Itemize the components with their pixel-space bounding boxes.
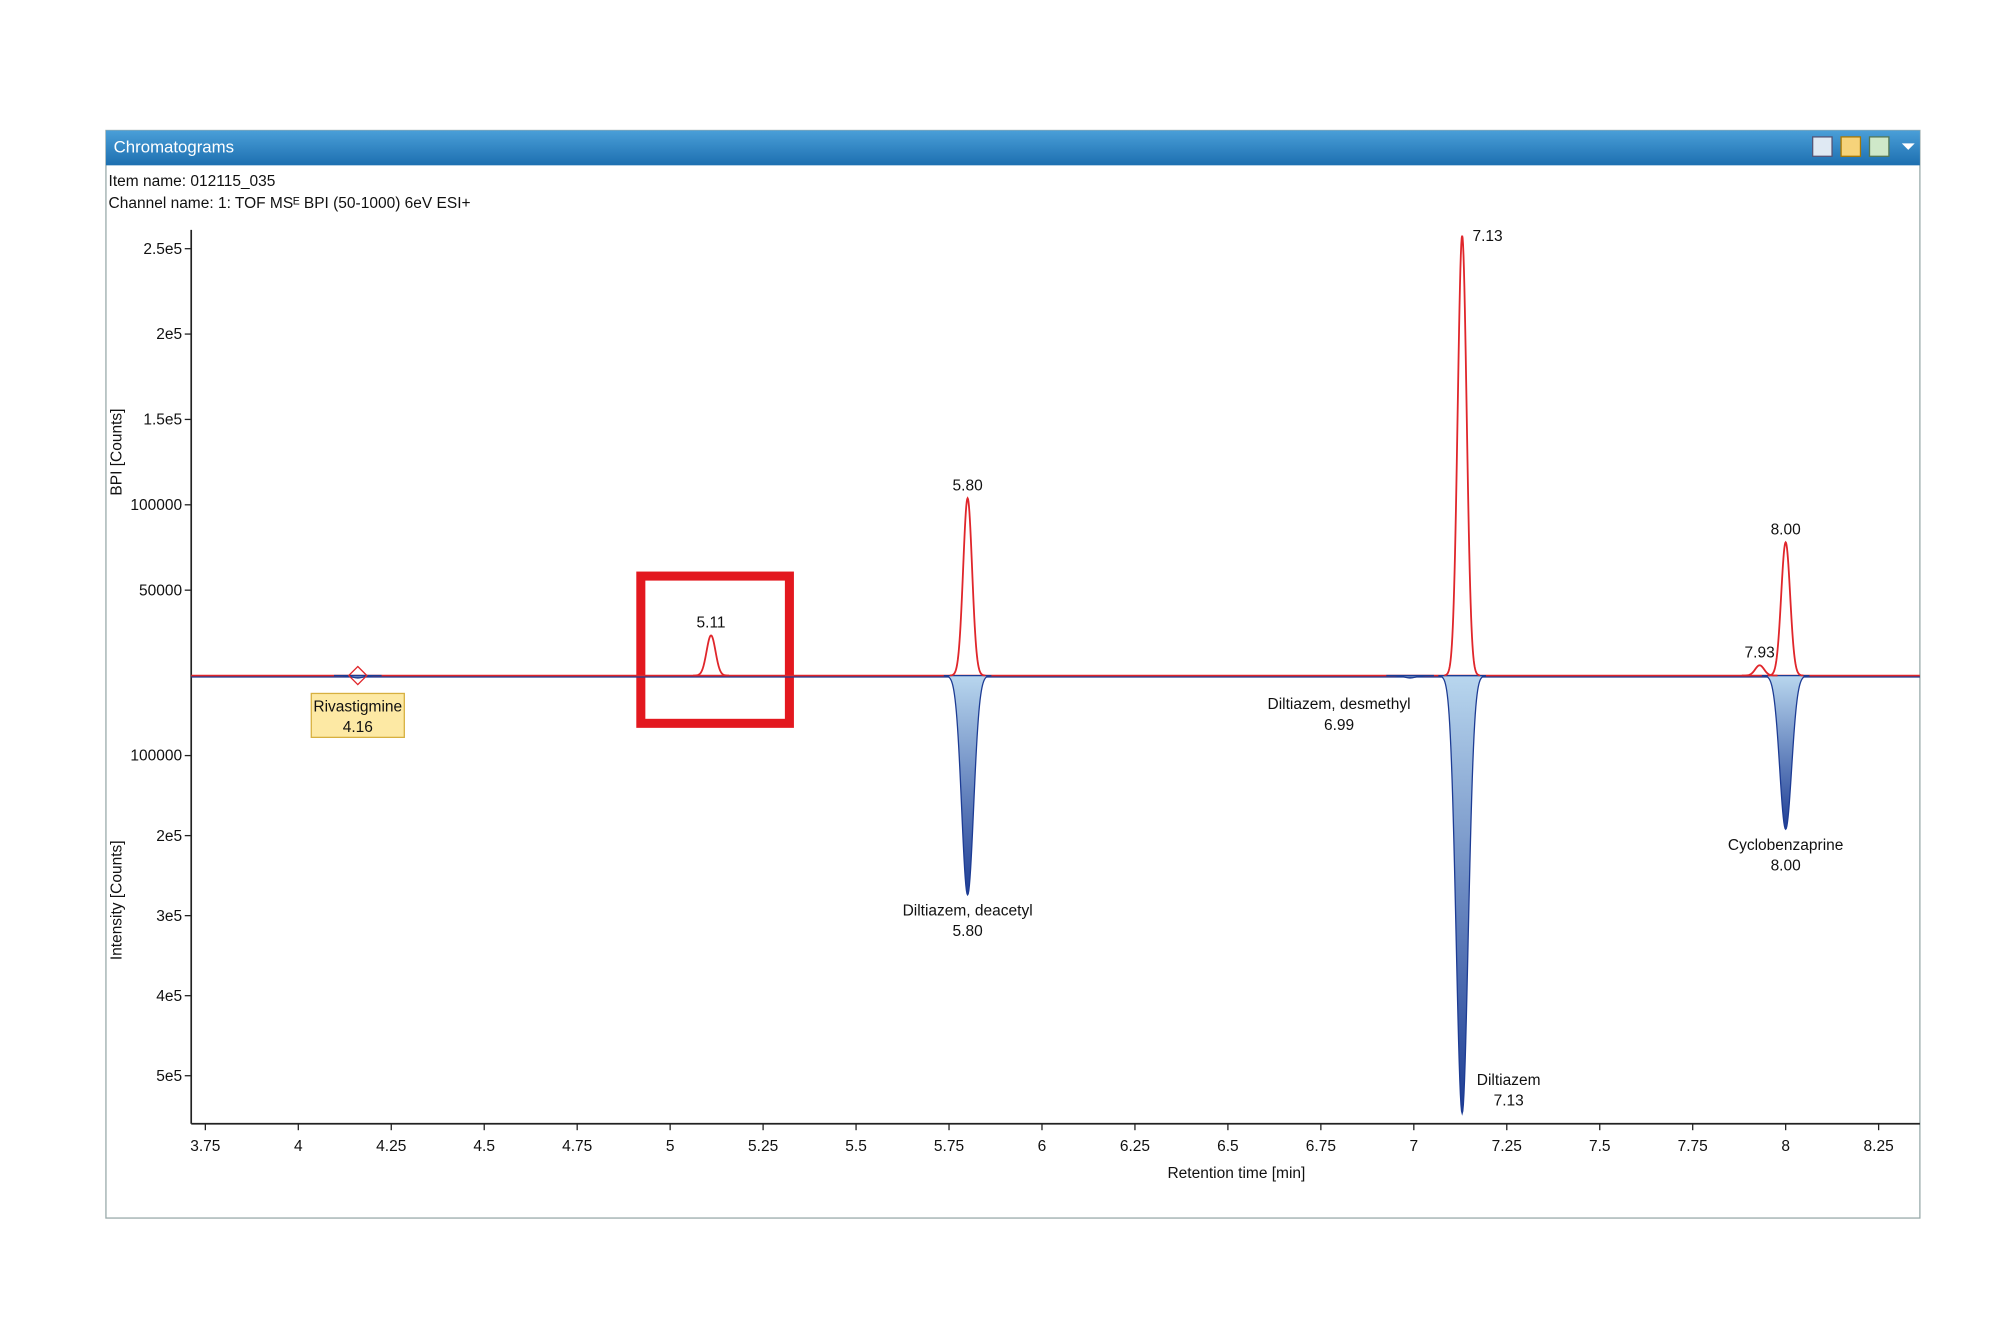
- tool-button[interactable]: [1812, 136, 1833, 157]
- x-tick-label: 8.25: [1864, 1138, 1894, 1155]
- highlight-box: [636, 571, 794, 728]
- x-tick-label: 5.75: [934, 1138, 964, 1155]
- x-tick-label: 6.5: [1217, 1138, 1239, 1155]
- peak-rt: 7.13: [1494, 1093, 1524, 1110]
- peak-label: 5.11: [697, 615, 726, 632]
- x-tick-label: 4.25: [376, 1138, 406, 1155]
- y-tick-label: 1.5e5: [143, 412, 182, 429]
- y2-tick-label: 3e5: [156, 908, 182, 925]
- peak-rt: 8.00: [1771, 858, 1802, 875]
- bottom-peak: [334, 674, 382, 679]
- x-tick-label: 6: [1038, 1138, 1047, 1155]
- window-title: Chromatograms: [114, 137, 234, 156]
- x-axis-label: Retention time [min]: [1168, 1165, 1306, 1182]
- peak-rt: 4.16: [343, 719, 373, 736]
- peak-marker: [347, 665, 368, 686]
- top-peak: [1767, 540, 1804, 677]
- bottom-peak: [1386, 674, 1434, 679]
- peak-rt: 6.99: [1324, 717, 1354, 734]
- top-peak: [693, 634, 729, 677]
- top-peak: [949, 496, 986, 677]
- x-tick-label: 7: [1410, 1138, 1419, 1155]
- tool-button[interactable]: [1868, 136, 1890, 157]
- peak-name: Rivastigmine: [313, 699, 402, 716]
- x-tick-label: 4.75: [562, 1138, 592, 1155]
- y2-tick-label: 4e5: [156, 988, 182, 1005]
- item-name: Item name: 012115_035: [109, 173, 276, 190]
- title-bar: [105, 130, 1920, 166]
- y-tick-label: 50000: [139, 582, 182, 599]
- y2-axis-label: Intensity [Counts]: [108, 840, 125, 960]
- y2-tick-label: 100000: [130, 748, 182, 765]
- y-tick-label: 2e5: [156, 326, 182, 343]
- window-frame: [105, 129, 1921, 1219]
- x-tick-label: 5.5: [845, 1138, 867, 1155]
- x-tick-label: 7.5: [1589, 1138, 1611, 1155]
- bottom-peak: [1761, 674, 1810, 831]
- peak-label: 5.80: [953, 478, 984, 495]
- y2-tick-label: 2e5: [156, 828, 182, 845]
- toolbar[interactable]: [1812, 136, 1915, 157]
- bottom-peak: [1438, 675, 1487, 1116]
- peak-label: 7.93: [1745, 645, 1775, 662]
- x-tick-label: 3.75: [190, 1138, 220, 1155]
- peak-name: Cyclobenzaprine: [1728, 837, 1843, 854]
- x-tick-label: 8: [1781, 1138, 1790, 1155]
- peak-label: 7.13: [1472, 228, 1502, 245]
- tool-button[interactable]: [1840, 136, 1862, 157]
- peak-label: 8.00: [1771, 522, 1802, 539]
- top-peak: [1444, 235, 1481, 677]
- x-tick-label: 6.75: [1306, 1138, 1336, 1155]
- peak-rt: 5.80: [953, 923, 984, 940]
- peak-label-box: [310, 692, 405, 739]
- y-tick-label: 2.5e5: [143, 241, 182, 258]
- x-tick-label: 7.25: [1492, 1138, 1522, 1155]
- y-axis-label: BPI [Counts]: [108, 409, 125, 496]
- peak-name: Diltiazem, deacetyl: [903, 903, 1033, 920]
- x-tick-label: 6.25: [1120, 1138, 1150, 1155]
- x-tick-label: 7.75: [1678, 1138, 1708, 1155]
- x-tick-label: 5: [666, 1138, 675, 1155]
- y-tick-label: 100000: [130, 497, 182, 514]
- x-tick-label: 4.5: [473, 1138, 495, 1155]
- dropdown-arrow[interactable]: [1901, 143, 1915, 150]
- channel-name: Channel name: 1: TOF MSᴱ BPI (50-1000) 6…: [109, 195, 471, 212]
- peak-name: Diltiazem: [1477, 1072, 1541, 1089]
- peak-name: Diltiazem, desmethyl: [1268, 696, 1411, 713]
- x-tick-label: 5.25: [748, 1138, 778, 1155]
- bottom-peak: [943, 674, 992, 897]
- x-tick-label: 4: [294, 1138, 303, 1155]
- y2-tick-label: 5e5: [156, 1068, 182, 1085]
